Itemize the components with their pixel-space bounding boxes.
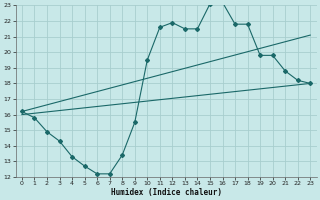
X-axis label: Humidex (Indice chaleur): Humidex (Indice chaleur)	[111, 188, 221, 197]
